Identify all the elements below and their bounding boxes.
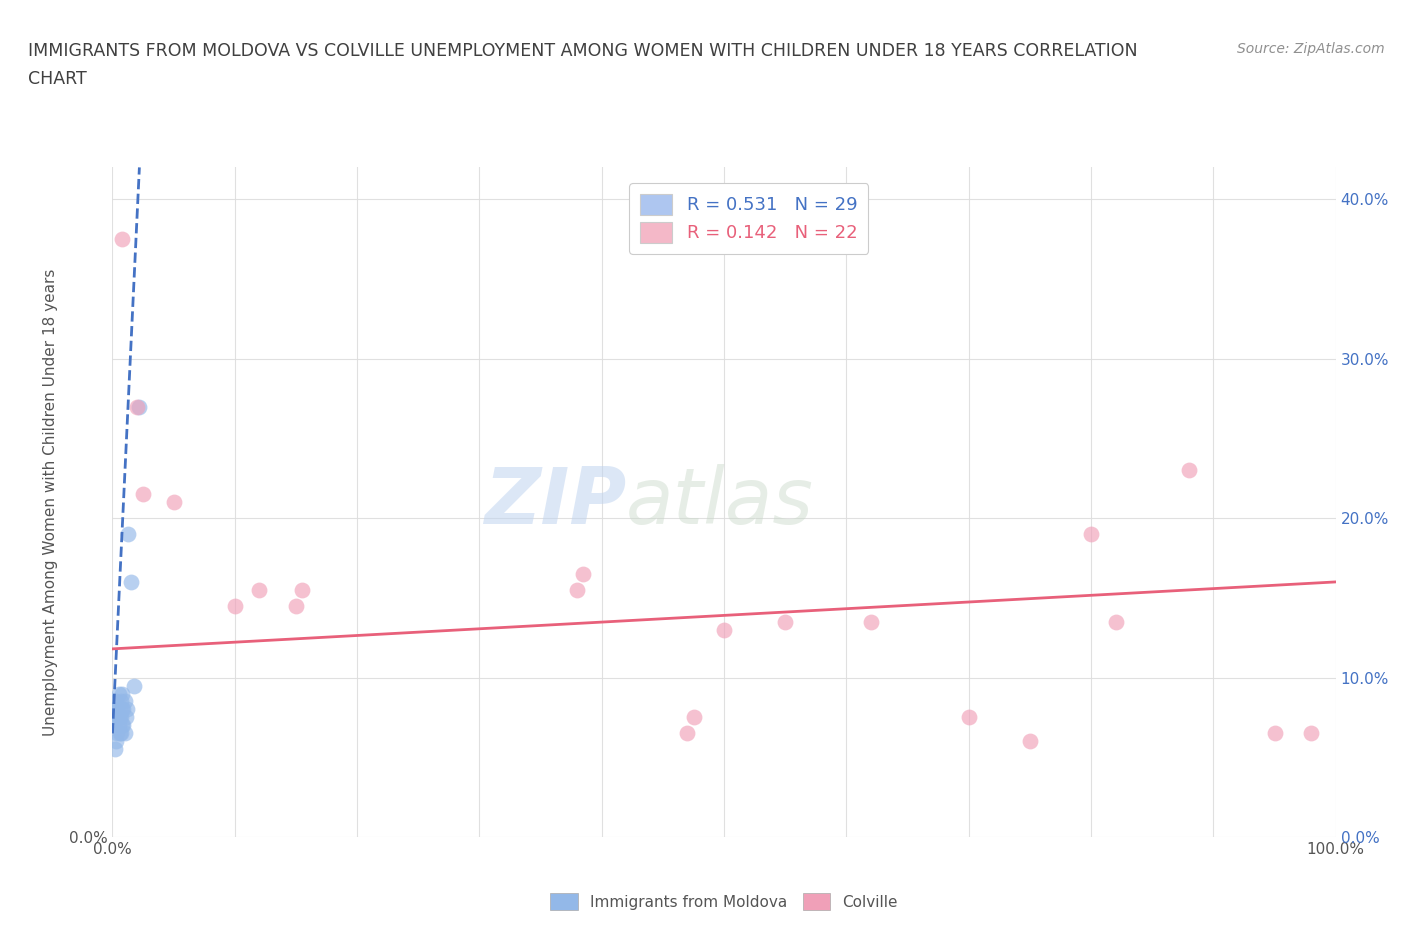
- Point: [132, 486, 155, 501]
- Point: [105, 702, 128, 717]
- Point: [957, 710, 980, 724]
- Point: [104, 742, 127, 757]
- Point: [110, 726, 132, 741]
- Point: [1264, 726, 1286, 741]
- Point: [112, 702, 135, 717]
- Text: atlas: atlas: [626, 464, 814, 540]
- Point: [105, 694, 128, 709]
- Point: [713, 622, 735, 637]
- Point: [247, 582, 270, 597]
- Point: [128, 399, 150, 414]
- Point: [224, 598, 246, 613]
- Point: [111, 686, 134, 701]
- Text: IMMIGRANTS FROM MOLDOVA VS COLVILLE UNEMPLOYMENT AMONG WOMEN WITH CHILDREN UNDER: IMMIGRANTS FROM MOLDOVA VS COLVILLE UNEM…: [28, 42, 1137, 60]
- Point: [114, 726, 136, 741]
- Point: [111, 702, 134, 717]
- Point: [107, 710, 129, 724]
- Point: [111, 232, 134, 246]
- Point: [108, 710, 131, 724]
- Point: [111, 718, 134, 733]
- Point: [103, 718, 125, 733]
- Text: ZIP: ZIP: [484, 464, 626, 540]
- Point: [775, 615, 797, 630]
- Point: [124, 678, 146, 693]
- Point: [284, 598, 308, 613]
- Point: [115, 710, 138, 724]
- Point: [567, 582, 589, 597]
- Point: [104, 702, 127, 717]
- Point: [572, 566, 595, 581]
- Text: CHART: CHART: [28, 70, 87, 87]
- Legend: Immigrants from Moldova, Colville: Immigrants from Moldova, Colville: [544, 886, 904, 916]
- Point: [107, 686, 129, 701]
- Point: [112, 718, 135, 733]
- Point: [107, 718, 129, 733]
- Point: [120, 575, 142, 590]
- Point: [682, 710, 704, 724]
- Point: [114, 694, 136, 709]
- Point: [115, 702, 138, 717]
- Y-axis label: Unemployment Among Women with Children Under 18 years: Unemployment Among Women with Children U…: [42, 269, 58, 736]
- Point: [1301, 726, 1323, 741]
- Point: [110, 694, 132, 709]
- Point: [163, 495, 186, 510]
- Point: [859, 615, 882, 630]
- Point: [108, 726, 131, 741]
- Point: [125, 399, 148, 414]
- Point: [676, 726, 699, 741]
- Point: [1178, 463, 1201, 478]
- Point: [1104, 615, 1126, 630]
- Point: [105, 734, 128, 749]
- Point: [110, 710, 132, 724]
- Point: [1080, 526, 1102, 541]
- Point: [291, 582, 314, 597]
- Point: [1018, 734, 1040, 749]
- Point: [117, 526, 139, 541]
- Point: [105, 710, 128, 724]
- Point: [105, 726, 128, 741]
- Text: Source: ZipAtlas.com: Source: ZipAtlas.com: [1237, 42, 1385, 56]
